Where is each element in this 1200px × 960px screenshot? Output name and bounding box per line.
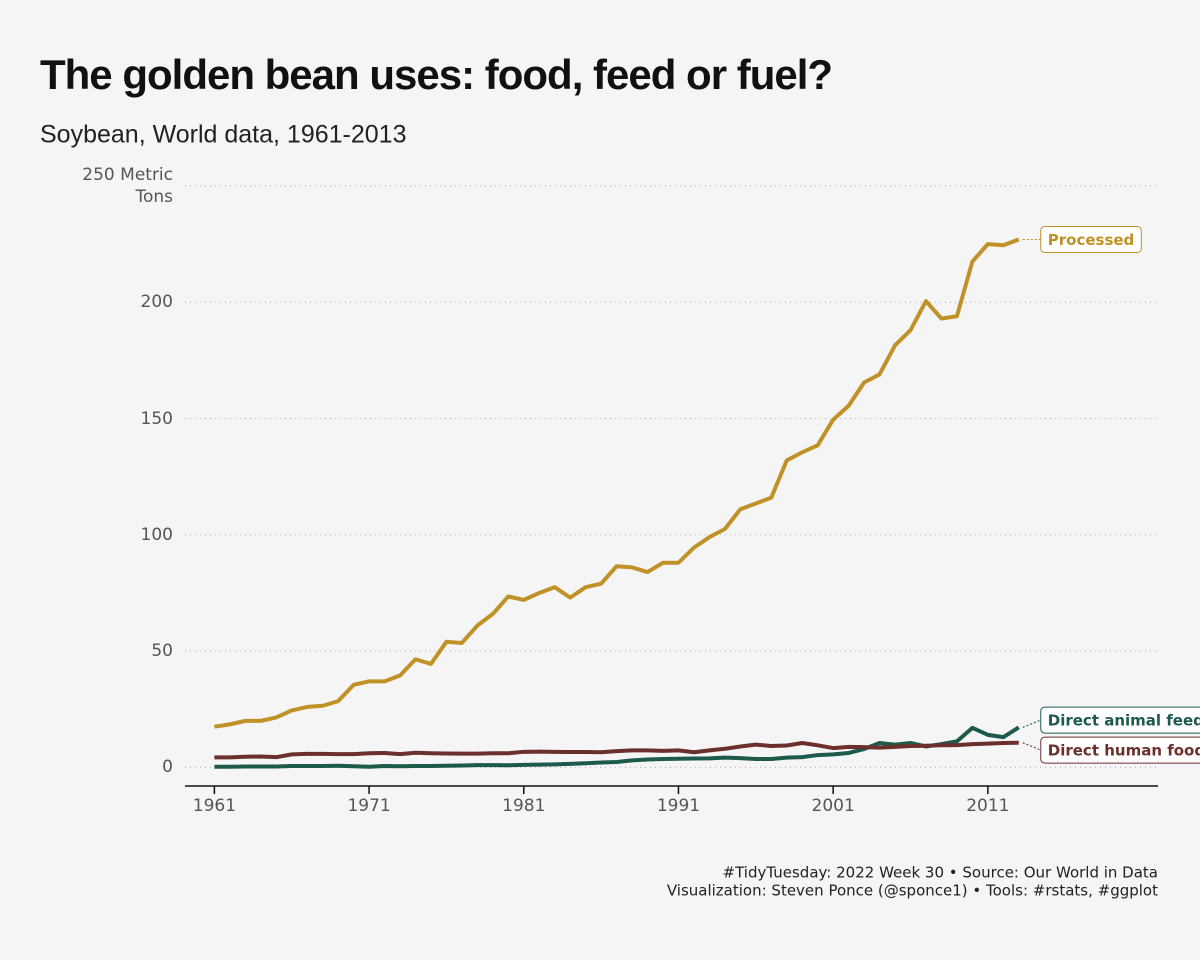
legend-label: Direct animal feed — [1048, 712, 1200, 730]
y-tick-label: 150 — [140, 408, 173, 429]
y-tick-label: 250 Metric Tons — [82, 165, 173, 207]
caption: #TidyTuesday: 2022 Week 30 • Source: Our… — [723, 864, 1158, 882]
x-tick-label: 1991 — [657, 796, 700, 816]
label-box — [1040, 706, 1200, 734]
chart-subtitle: Soybean, World data, 1961-2013 — [40, 121, 406, 149]
label-box — [1040, 225, 1142, 253]
chart-title: The golden bean uses: food, feed or fuel… — [40, 51, 832, 98]
caption: Visualization: Steven Ponce (@sponce1) •… — [667, 882, 1158, 900]
x-tick-label: 1971 — [347, 796, 390, 816]
label-box — [1040, 736, 1200, 764]
legend-label: Direct human food — [1048, 742, 1200, 760]
legend-label: Processed — [1048, 231, 1135, 249]
x-tick-label: 1961 — [193, 796, 236, 816]
y-tick-label: 200 — [140, 292, 173, 313]
x-tick-label: 2001 — [812, 796, 855, 816]
y-tick-label: 0 — [162, 757, 173, 778]
x-tick-label: 1981 — [502, 796, 545, 816]
line — [214, 725, 1020, 769]
x-tick-label: 2011 — [966, 796, 1009, 816]
label-connector — [1022, 719, 1041, 728]
label-connector — [1022, 742, 1041, 751]
line — [214, 740, 1019, 760]
y-tick-label: 50 — [151, 641, 173, 662]
y-tick-label: 100 — [140, 524, 173, 545]
line — [214, 237, 1020, 729]
